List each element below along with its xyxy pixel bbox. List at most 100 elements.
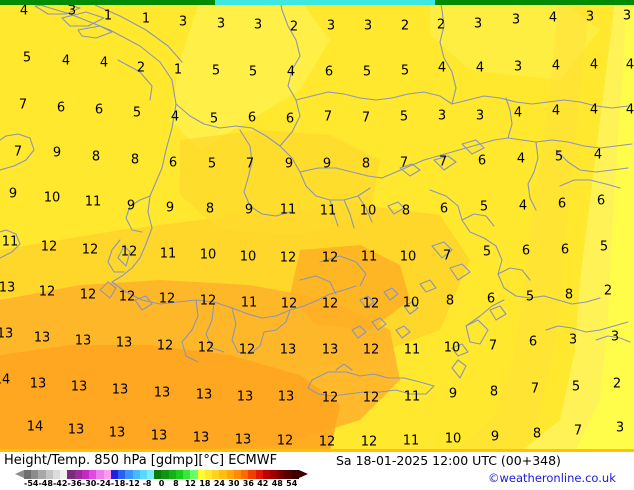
temperature-value-label: 11 — [402, 433, 420, 449]
temperature-value-label: 13 — [150, 428, 168, 444]
temperature-value-label: 12 — [362, 296, 380, 312]
temperature-value-label: 12 — [362, 390, 380, 406]
colorbar-tick: -54 — [24, 479, 39, 488]
temperature-value-label: 6 — [528, 334, 538, 350]
colorbar-swatch — [161, 470, 169, 479]
colorbar-swatch — [24, 470, 32, 479]
temperature-value-label: 6 — [439, 201, 449, 217]
colorbar-swatch — [31, 470, 39, 479]
temperature-value-label: 10 — [43, 190, 61, 206]
colorbar-swatch — [269, 470, 278, 479]
colorbar-swatch — [183, 470, 191, 479]
temperature-value-label: 7 — [438, 154, 448, 170]
temperature-value-label: 4 — [513, 105, 523, 121]
colorbar-swatch — [67, 470, 75, 479]
temperature-value-label: 8 — [489, 384, 499, 400]
temperature-value-label: 4 — [551, 103, 561, 119]
temperature-value-label: 3 — [253, 17, 263, 33]
temperature-value-label: 9 — [244, 202, 254, 218]
temperature-value-label: 13 — [153, 385, 171, 401]
temperature-value-label: 7 — [573, 423, 583, 439]
temperature-value-label: 5 — [525, 289, 535, 305]
colorbar-tick: 24 — [213, 479, 225, 488]
temperature-value-label: 12 — [38, 284, 56, 300]
temperature-value-label: 6 — [285, 111, 295, 127]
temperature-value-label: 11 — [403, 342, 421, 358]
temperature-value-label: 7 — [442, 248, 452, 264]
temperature-value-label: 12 — [238, 342, 256, 358]
temperature-value-label: 12 — [40, 239, 58, 255]
temperature-value-label: 9 — [448, 386, 458, 402]
temperature-value-label: 13 — [195, 387, 213, 403]
colorbar-swatch — [219, 470, 227, 479]
temperature-value-label: 3 — [326, 18, 336, 34]
temperature-value-label: 6 — [324, 64, 334, 80]
temperature-value-label: 13 — [277, 389, 295, 405]
temperature-value-label: 6 — [521, 243, 531, 259]
temperature-value-label: 5 — [554, 149, 564, 165]
colorbar-tick: -42 — [52, 479, 68, 488]
temperature-value-label: 13 — [279, 342, 297, 358]
temperature-value-label: 13 — [321, 342, 339, 358]
temperature-value-label: 2 — [136, 60, 146, 76]
temperature-value-label: 3 — [178, 14, 188, 30]
temperature-value-label: 12 — [81, 242, 99, 258]
temperature-value-label: 4 — [518, 198, 528, 214]
map-bottom-frame — [0, 449, 634, 452]
colorbar-swatch — [262, 470, 270, 479]
temperature-value-label: 7 — [245, 156, 255, 172]
temperature-value-label: 3 — [622, 8, 632, 24]
temperature-value-label: 4 — [286, 64, 296, 80]
temperature-value-label: 13 — [67, 422, 85, 438]
temperature-value-label: 7 — [530, 381, 540, 397]
colorbar-high-arrow — [299, 470, 308, 478]
temperature-value-label: 7 — [399, 155, 409, 171]
colorbar-swatch — [146, 470, 155, 479]
temperature-value-label: 2 — [603, 283, 613, 299]
temperature-value-label: 6 — [247, 110, 257, 126]
colorbar-swatch — [190, 470, 198, 479]
colorbar-swatch — [110, 470, 119, 479]
colorbar-tick: 8 — [173, 479, 179, 488]
colorbar-swatch — [60, 470, 68, 479]
temperature-value-label: 11 — [240, 295, 258, 311]
temperature-value-label: 1 — [173, 62, 183, 78]
temperature-value-label: 7 — [18, 97, 28, 113]
colorbar-tick-labels: -54 -48 -42 -36 -30 -24 -18 -12 -8 0 8 12 18 24 30 36 42… — [24, 479, 299, 489]
temperature-value-label: 6 — [596, 193, 606, 209]
temperature-value-label: 8 — [205, 201, 215, 217]
temperature-value-label: 13 — [33, 330, 51, 346]
colorbar-swatch — [52, 470, 61, 479]
temperature-value-label: 12 — [79, 287, 97, 303]
colorbar-swatch — [175, 470, 184, 479]
temperature-value-label: 3 — [475, 108, 485, 124]
temperature-value-label: 4 — [625, 102, 634, 118]
temperature-value-label: 2 — [289, 19, 299, 35]
colorbar-swatch — [241, 470, 249, 479]
temperature-value-label: 9 — [165, 200, 175, 216]
temperature-value-label: 4 — [475, 60, 485, 76]
temperature-value-label: 9 — [490, 429, 500, 445]
temperature-value-label: 1 — [141, 11, 151, 27]
temperature-value-label: 8 — [564, 287, 574, 303]
colorbar — [24, 470, 299, 479]
temperature-value-label: 7 — [361, 110, 371, 126]
temperature-value-label: 5 — [599, 239, 609, 255]
temperature-value-label: 2 — [436, 17, 446, 33]
temperature-value-label: 4 — [99, 55, 109, 71]
temperature-value-label: 13 — [70, 379, 88, 395]
temperature-value-label: 5 — [248, 64, 258, 80]
temperature-value-label: 12 — [362, 342, 380, 358]
temperature-value-label: 4 — [437, 60, 447, 76]
temperature-value-label: 11 — [279, 202, 297, 218]
temperature-value-label: 11 — [319, 203, 337, 219]
colorbar-tick: 30 — [228, 479, 240, 488]
colorbar-swatch — [197, 470, 205, 479]
temperature-value-label: 13 — [0, 326, 14, 342]
temperature-value-label: 9 — [126, 198, 136, 214]
temperature-value-label: 9 — [322, 156, 332, 172]
temperature-value-label: 10 — [239, 249, 257, 265]
colorbar-swatch — [118, 470, 126, 479]
